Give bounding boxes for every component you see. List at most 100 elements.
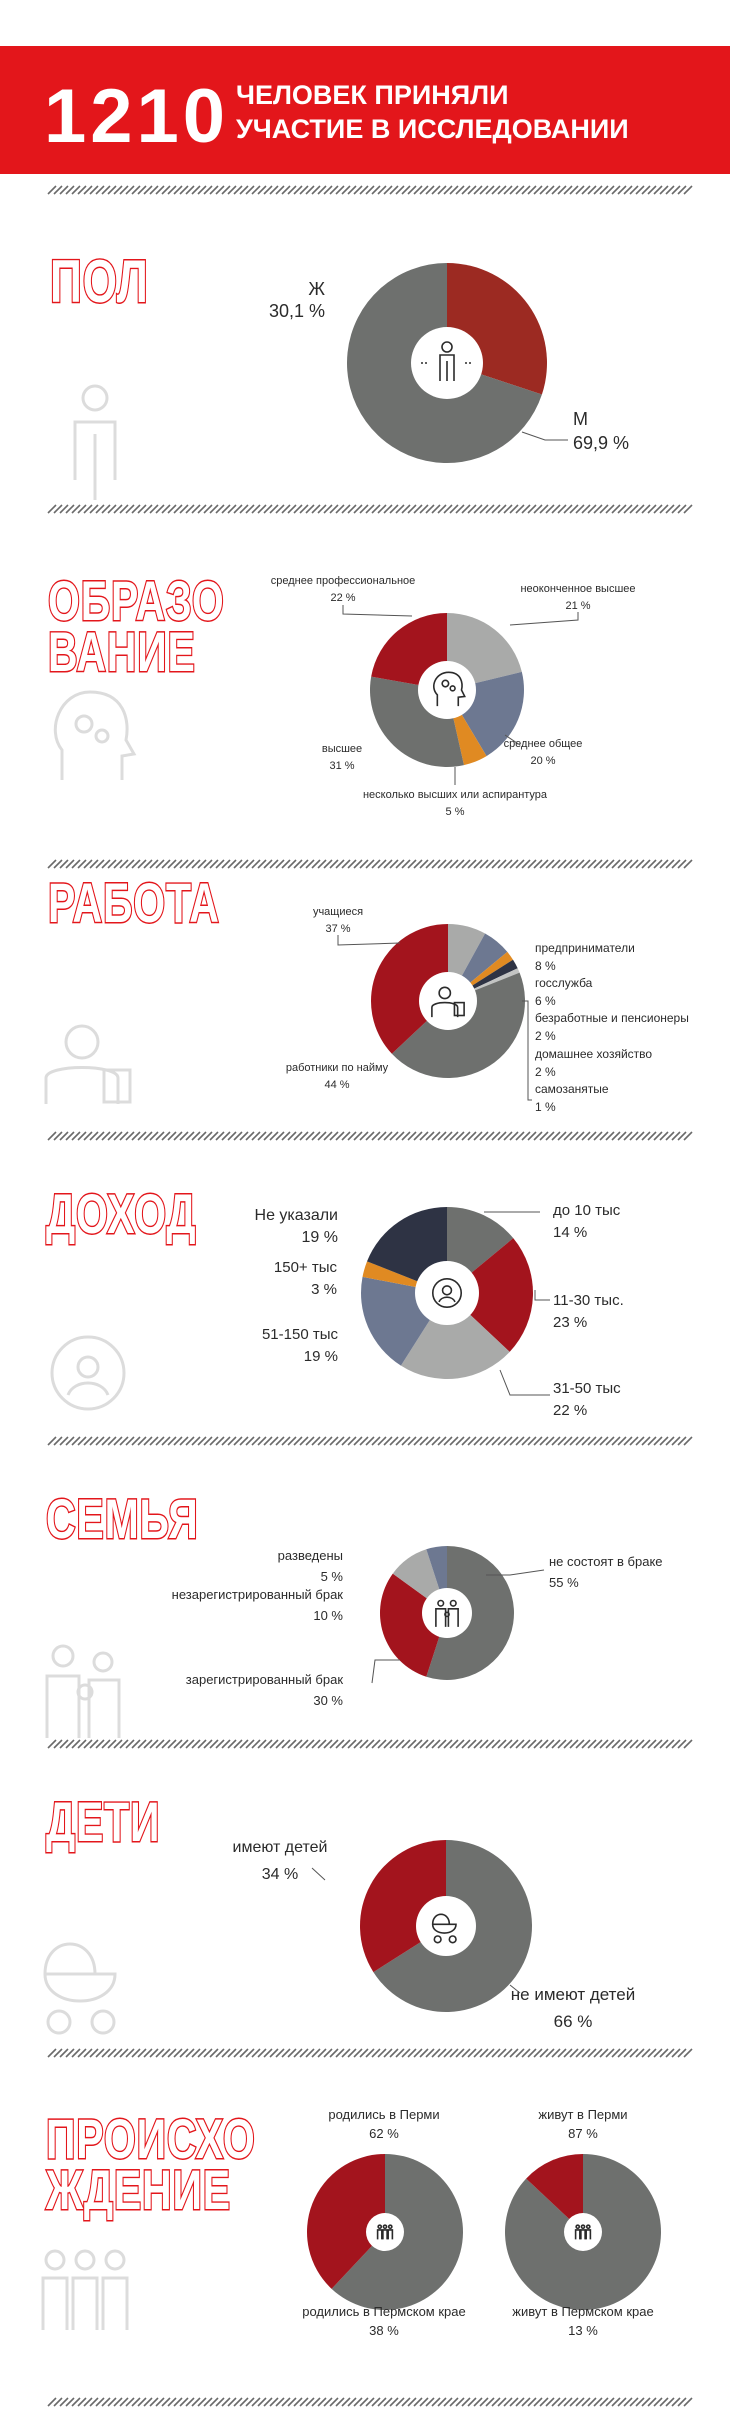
divider-stroke <box>137 1739 147 1749</box>
divider-stroke <box>305 2397 315 2407</box>
icon-part <box>580 2224 586 2230</box>
person-icon <box>411 327 483 399</box>
divider-stroke <box>71 2397 81 2407</box>
divider-stroke <box>161 1739 171 1749</box>
slice-value-pol-1: 69,9 % <box>573 433 629 453</box>
divider-stroke <box>257 1436 267 1446</box>
section-divider <box>47 1436 693 1446</box>
divider-stroke <box>125 185 135 195</box>
divider-stroke <box>239 1131 249 1141</box>
divider-stroke <box>125 1436 135 1446</box>
divider-stroke <box>635 2048 645 2058</box>
slice-value-dohod-4: 3 % <box>311 1281 337 1298</box>
divider-stroke <box>635 504 645 514</box>
section-title: ЖДЕНИЕ <box>45 2160 231 2222</box>
icon-part <box>585 2229 592 2240</box>
donut-hole <box>418 661 476 719</box>
slice-name-pol-1: М <box>573 409 588 429</box>
divider-stroke <box>137 2397 147 2407</box>
divider-stroke <box>443 2048 453 2058</box>
icon-part <box>45 1674 121 1738</box>
divider-stroke <box>527 185 537 195</box>
divider-stroke <box>131 504 141 514</box>
divider-stroke <box>533 859 543 869</box>
icon-part <box>46 2009 72 2035</box>
divider-stroke <box>383 1436 393 1446</box>
divider-stroke <box>377 1436 387 1446</box>
divider-stroke <box>65 185 75 195</box>
divider-stroke <box>377 1131 387 1141</box>
divider-stroke <box>413 185 423 195</box>
divider-stroke <box>47 185 57 195</box>
divider-stroke <box>683 2048 693 2058</box>
divider-stroke <box>473 1436 483 1446</box>
divider-stroke <box>263 859 273 869</box>
divider-stroke <box>305 504 315 514</box>
divider-stroke <box>209 1739 219 1749</box>
divider-stroke <box>89 504 99 514</box>
divider-stroke <box>593 1436 603 1446</box>
divider-stroke <box>575 504 585 514</box>
divider-stroke <box>659 1739 669 1749</box>
divider-stroke <box>551 1436 561 1446</box>
header-line1: ЧЕЛОВЕК ПРИНЯЛИ <box>236 80 509 110</box>
donut-hole <box>366 2213 404 2251</box>
divider-stroke <box>407 185 417 195</box>
divider-stroke <box>383 2048 393 2058</box>
divider-stroke <box>377 2048 387 2058</box>
divider-stroke <box>443 1131 453 1141</box>
divider-stroke <box>479 2048 489 2058</box>
divider-stroke <box>251 859 261 869</box>
divider-stroke <box>635 859 645 869</box>
divider-stroke <box>497 185 507 195</box>
section-divider <box>47 1131 693 1141</box>
divider-stroke <box>149 1131 159 1141</box>
divider-stroke <box>113 185 123 195</box>
divider-stroke <box>341 1739 351 1749</box>
divider-stroke <box>395 859 405 869</box>
divider-stroke <box>173 1131 183 1141</box>
divider-stroke <box>131 2048 141 2058</box>
divider-stroke <box>149 1436 159 1446</box>
divider-stroke <box>149 859 159 869</box>
divider-stroke <box>467 2397 477 2407</box>
divider-stroke <box>617 504 627 514</box>
divider-stroke <box>89 1739 99 1749</box>
section-title: ДОХОД <box>46 1184 196 1246</box>
divider-stroke <box>683 1131 693 1141</box>
divider-stroke <box>659 1131 669 1141</box>
divider-stroke <box>191 1131 201 1141</box>
divider-stroke <box>509 1436 519 1446</box>
divider-stroke <box>89 1131 99 1141</box>
divider-stroke <box>185 2048 195 2058</box>
divider-stroke <box>515 1436 525 1446</box>
icon-part <box>433 671 466 707</box>
divider-stroke <box>647 859 657 869</box>
slice-value-rabota-3: 2 % <box>535 1065 556 1079</box>
divider-stroke <box>629 1436 639 1446</box>
divider-stroke <box>95 2397 105 2407</box>
divider-stroke <box>191 1436 201 1446</box>
divider-stroke <box>347 1436 357 1446</box>
divider-stroke <box>659 859 669 869</box>
divider-stroke <box>449 1739 459 1749</box>
divider-stroke <box>131 1739 141 1749</box>
divider-stroke <box>659 2048 669 2058</box>
divider-stroke <box>131 185 141 195</box>
donut-hole <box>415 1261 479 1325</box>
leader-line <box>522 1000 532 1101</box>
section-divider <box>47 2397 693 2407</box>
slice-name-proishozhdenie-2-0: живут в Перми <box>538 2107 627 2122</box>
slice-value-obrazovanie-4: 22 % <box>330 592 355 604</box>
divider-stroke <box>137 504 147 514</box>
divider-stroke <box>215 185 225 195</box>
slice-dohod-1 <box>447 1238 534 1352</box>
divider-stroke <box>647 1436 657 1446</box>
divider-stroke <box>515 2397 525 2407</box>
divider-stroke <box>521 1739 531 1749</box>
icon-part <box>574 2229 581 2240</box>
slice-name-obrazovanie-0: неоконченное высшее <box>520 583 635 595</box>
divider-stroke <box>497 1131 507 1141</box>
divider-stroke <box>215 1739 225 1749</box>
divider-stroke <box>131 1436 141 1446</box>
